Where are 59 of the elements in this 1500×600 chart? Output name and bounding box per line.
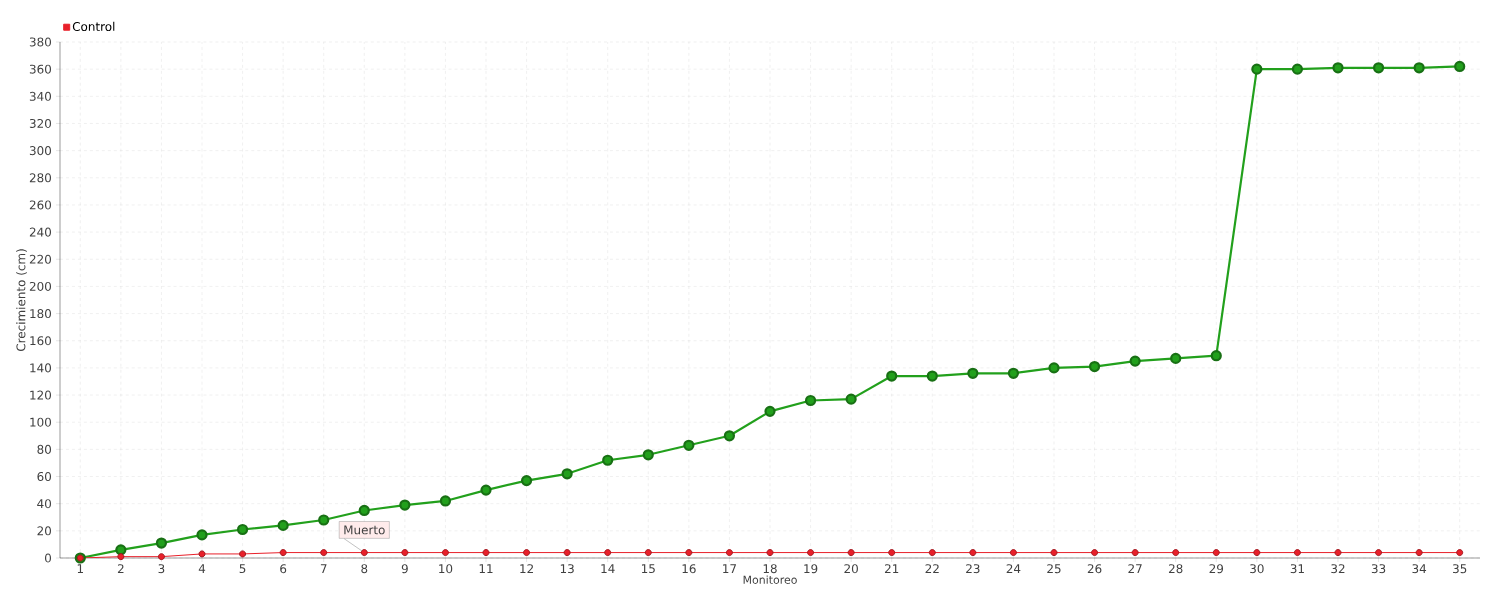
x-tick-label: 31: [1290, 564, 1304, 574]
x-tick-label: 22: [925, 564, 939, 574]
x-tick-label: 33: [1371, 564, 1386, 574]
y-tick-label: 360: [29, 64, 52, 74]
x-tick-label: 11: [479, 564, 493, 573]
x-tick-label: 3: [158, 564, 165, 574]
x-tick-label: 12: [520, 564, 533, 574]
y-tick-label: 160: [30, 336, 52, 346]
x-tick-label: 9: [401, 564, 408, 574]
x-tick-label: 29: [1209, 564, 1224, 574]
x-tick-label: 18: [763, 564, 777, 574]
y-tick-label: 120: [30, 390, 52, 400]
x-tick-label: 15: [641, 564, 655, 574]
x-tick-label: 5: [239, 564, 246, 574]
x-tick-label: 6: [280, 564, 287, 574]
y-tick-label: 380: [29, 37, 52, 47]
y-tick-label: 220: [29, 254, 52, 264]
y-tick-label: 200: [29, 281, 52, 291]
x-tick-label: 1: [77, 564, 83, 573]
x-tick-label: 34: [1412, 564, 1427, 574]
annotation: Muerto: [344, 525, 385, 535]
y-tick-label: 40: [37, 499, 52, 509]
y-tick-label: 20: [37, 526, 52, 536]
x-tick-label: 27: [1128, 564, 1142, 574]
y-tick-label: 300: [29, 146, 52, 156]
x-tick-label: 35: [1453, 564, 1467, 574]
x-tick-label: 26: [1087, 564, 1102, 574]
x-tick-label: 17: [723, 564, 736, 573]
x-tick-label: 8: [361, 564, 368, 574]
y-tick-label: 80: [37, 444, 52, 454]
x-tick-label: 32: [1331, 564, 1345, 574]
x-tick-label: 21: [884, 564, 899, 574]
x-tick-label: 10: [439, 564, 453, 574]
x-tick-label: 2: [117, 564, 124, 574]
y-tick-label: 140: [30, 363, 52, 373]
x-tick-label: 20: [844, 564, 858, 574]
y-tick-label: 100: [30, 417, 52, 427]
y-tick-label: 60: [37, 472, 52, 482]
x-tick-label: 23: [966, 564, 980, 574]
legend-label: Control: [72, 21, 115, 32]
x-tick-label: 14: [601, 564, 615, 573]
x-tick-label: 25: [1047, 564, 1061, 574]
y-tick-label: 180: [30, 309, 52, 319]
x-tick-label: 19: [804, 564, 818, 574]
x-tick-label: 30: [1250, 564, 1264, 574]
y-tick-label: 0: [44, 553, 52, 563]
y-tick-label: 320: [29, 118, 52, 128]
x-tick-label: 4: [198, 564, 206, 573]
y-axis-title: Crecimiento (cm): [16, 249, 27, 352]
x-tick-label: 16: [682, 564, 696, 574]
y-tick-label: 280: [29, 173, 52, 183]
x-axis-title: Monitoreo: [743, 575, 797, 584]
x-tick-label: 28: [1168, 564, 1183, 574]
x-tick-label: 7: [320, 564, 327, 573]
x-tick-label: 24: [1006, 564, 1021, 574]
y-tick-label: 260: [29, 200, 52, 210]
y-tick-label: 240: [29, 227, 52, 237]
x-tick-label: 13: [560, 564, 574, 574]
y-tick-label: 340: [29, 91, 52, 101]
